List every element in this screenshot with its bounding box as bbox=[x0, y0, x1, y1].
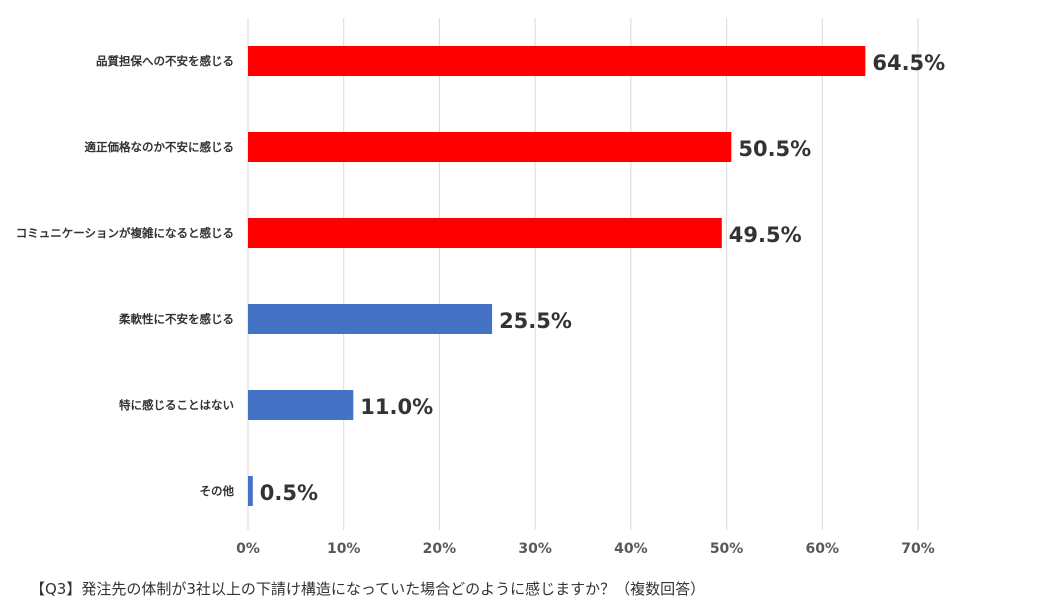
value-label: 0.5% bbox=[260, 481, 318, 505]
grid-lines bbox=[247, 18, 919, 530]
x-tick-label: 30% bbox=[518, 541, 552, 557]
chart-caption: 【Q3】発注先の体制が3社以上の下請け構造になっていた場合どのように感じますか？… bbox=[30, 580, 706, 598]
x-tick-label: 50% bbox=[710, 541, 744, 557]
value-label: 64.5% bbox=[872, 51, 945, 75]
category-label: 柔軟性に不安を感じる bbox=[118, 312, 234, 326]
x-tick-label: 60% bbox=[806, 541, 840, 557]
value-label: 49.5% bbox=[729, 223, 802, 247]
bar-chart: 品質担保への不安を感じる適正価格なのか不安に感じるコミュニケーションが複雑になる… bbox=[16, 18, 945, 557]
x-tick-label: 40% bbox=[614, 541, 648, 557]
bar bbox=[248, 218, 722, 248]
x-tick-label: 0% bbox=[236, 541, 260, 557]
bar bbox=[248, 132, 732, 162]
x-tick-label: 10% bbox=[327, 541, 361, 557]
x-tick-label: 20% bbox=[423, 541, 457, 557]
value-labels: 64.5% 50.5% 49.5% 25.5% 11.0% 0.5% bbox=[260, 51, 945, 505]
bar bbox=[248, 476, 253, 506]
category-label: コミュニケーションが複雑になると感じる bbox=[16, 226, 234, 240]
bar bbox=[248, 46, 866, 76]
category-labels: 品質担保への不安を感じる適正価格なのか不安に感じるコミュニケーションが複雑になる… bbox=[16, 54, 235, 498]
bar bbox=[248, 304, 493, 334]
x-axis-tick-labels: 0% 10% 20% 30% 40% 50% 60% 70% bbox=[236, 541, 935, 557]
category-label: その他 bbox=[200, 484, 235, 498]
bar bbox=[248, 390, 354, 420]
category-label: 品質担保への不安を感じる bbox=[96, 54, 234, 68]
category-label: 適正価格なのか不安に感じる bbox=[85, 140, 235, 154]
value-label: 11.0% bbox=[360, 395, 433, 419]
category-label: 特に感じることはない bbox=[119, 398, 234, 412]
value-label: 25.5% bbox=[499, 309, 572, 333]
bars bbox=[248, 46, 866, 506]
value-label: 50.5% bbox=[738, 137, 811, 161]
x-tick-label: 70% bbox=[901, 541, 935, 557]
